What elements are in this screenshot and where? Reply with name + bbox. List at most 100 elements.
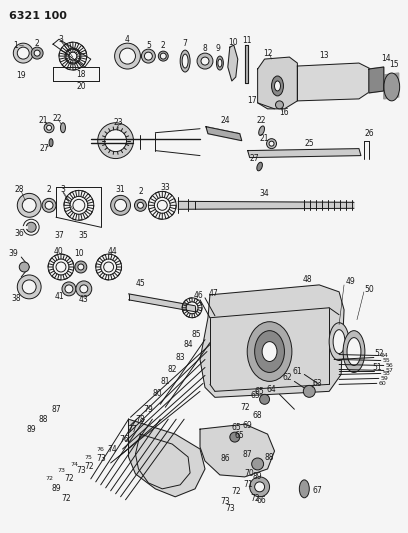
Text: 87: 87: [243, 449, 253, 458]
Text: 72: 72: [84, 463, 93, 472]
Circle shape: [111, 196, 131, 215]
Text: 88: 88: [38, 415, 48, 424]
Polygon shape: [248, 149, 361, 158]
Text: 1: 1: [13, 41, 18, 50]
Circle shape: [13, 43, 33, 63]
Text: 64: 64: [267, 385, 276, 394]
Circle shape: [115, 43, 140, 69]
Circle shape: [65, 285, 73, 293]
Text: 37: 37: [54, 231, 64, 240]
Text: 81: 81: [160, 377, 170, 386]
Ellipse shape: [216, 56, 223, 70]
Circle shape: [78, 264, 84, 270]
Text: 4: 4: [125, 35, 130, 44]
Text: 61: 61: [293, 367, 302, 376]
Circle shape: [80, 285, 88, 293]
Text: 79: 79: [144, 405, 153, 414]
Circle shape: [56, 262, 66, 272]
Text: 23: 23: [114, 118, 123, 127]
Text: 73: 73: [96, 455, 106, 464]
Text: 73: 73: [220, 497, 230, 506]
Text: 17: 17: [247, 96, 257, 106]
Text: 69: 69: [243, 421, 253, 430]
Ellipse shape: [262, 342, 277, 361]
Text: 34: 34: [260, 189, 269, 198]
Ellipse shape: [272, 76, 284, 96]
Circle shape: [17, 275, 41, 299]
Text: 24: 24: [220, 116, 230, 125]
Text: 58: 58: [383, 371, 390, 376]
Circle shape: [73, 199, 85, 211]
Text: 67: 67: [313, 486, 322, 495]
Text: 83: 83: [175, 353, 185, 362]
Circle shape: [157, 200, 167, 211]
Text: 72: 72: [250, 494, 259, 503]
Text: 65: 65: [235, 431, 245, 440]
Ellipse shape: [347, 337, 361, 366]
Circle shape: [266, 139, 277, 149]
Text: 54: 54: [381, 353, 389, 358]
Text: 75: 75: [85, 455, 93, 459]
Ellipse shape: [255, 330, 284, 373]
Circle shape: [42, 198, 56, 212]
Text: 3: 3: [58, 35, 63, 44]
Circle shape: [250, 477, 270, 497]
Text: 20: 20: [76, 83, 86, 92]
Text: 71: 71: [243, 480, 253, 489]
Text: 9: 9: [215, 44, 220, 53]
Circle shape: [230, 432, 240, 442]
Ellipse shape: [247, 322, 292, 382]
Circle shape: [47, 125, 51, 130]
Text: 59: 59: [381, 376, 389, 381]
Circle shape: [201, 57, 209, 65]
Circle shape: [17, 47, 29, 59]
Text: 70: 70: [245, 470, 255, 479]
Circle shape: [44, 123, 54, 133]
Polygon shape: [129, 294, 197, 312]
Text: 40: 40: [53, 247, 63, 256]
Text: 25: 25: [304, 139, 314, 148]
Circle shape: [22, 198, 36, 212]
Text: 43: 43: [79, 295, 89, 304]
Circle shape: [115, 199, 126, 211]
Text: 22: 22: [257, 116, 266, 125]
Circle shape: [105, 130, 126, 151]
Circle shape: [252, 458, 264, 470]
Ellipse shape: [180, 50, 190, 72]
Text: 28: 28: [15, 185, 24, 194]
Text: 62: 62: [283, 373, 292, 382]
Text: 6321 100: 6321 100: [9, 11, 67, 21]
Circle shape: [26, 222, 36, 232]
Text: 80: 80: [153, 389, 162, 398]
Circle shape: [76, 281, 92, 297]
Text: 72: 72: [240, 403, 250, 412]
Text: 47: 47: [209, 289, 219, 298]
Circle shape: [45, 201, 53, 209]
Polygon shape: [297, 63, 371, 101]
Circle shape: [120, 48, 135, 64]
Text: 3: 3: [60, 185, 65, 194]
Text: 19: 19: [16, 71, 26, 80]
Polygon shape: [200, 424, 275, 477]
Text: 12: 12: [263, 49, 272, 58]
Text: 36: 36: [14, 229, 24, 238]
Text: 31: 31: [116, 185, 125, 194]
Ellipse shape: [49, 139, 53, 147]
Text: 35: 35: [78, 231, 88, 240]
Text: 57: 57: [386, 368, 394, 373]
Text: 82: 82: [167, 365, 177, 374]
Text: 65: 65: [251, 391, 261, 400]
Polygon shape: [245, 45, 248, 83]
Text: 72: 72: [231, 487, 241, 496]
Text: 2: 2: [47, 185, 51, 194]
Text: 76: 76: [97, 447, 104, 451]
Circle shape: [34, 50, 40, 56]
Ellipse shape: [384, 73, 400, 101]
Text: 15: 15: [389, 60, 399, 69]
Text: 88: 88: [265, 453, 274, 462]
Circle shape: [22, 280, 36, 294]
Circle shape: [255, 482, 264, 492]
Text: 11: 11: [242, 36, 251, 45]
Text: 87: 87: [51, 405, 61, 414]
Text: 14: 14: [381, 54, 390, 62]
